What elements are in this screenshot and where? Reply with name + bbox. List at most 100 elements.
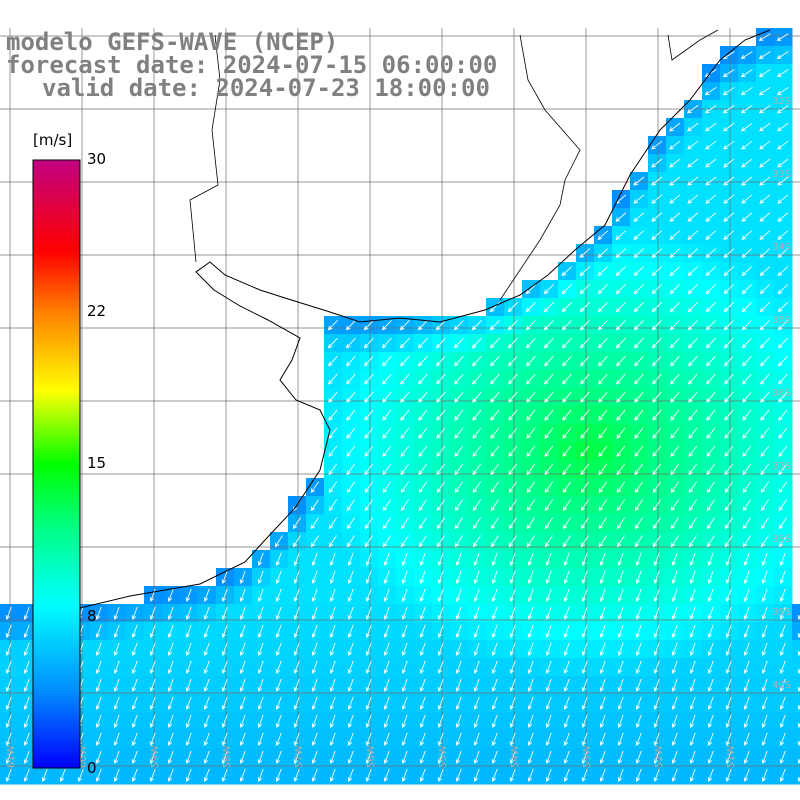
wind-arrow [616, 499, 626, 512]
wind-arrow [581, 606, 588, 620]
wind-arrow [455, 606, 462, 620]
wind-arrow [473, 570, 480, 584]
wind-arrow [149, 750, 156, 764]
wind-arrow [257, 642, 264, 656]
wind-arrow [346, 445, 356, 457]
wind-arrow [778, 481, 788, 494]
wind-arrow [652, 481, 662, 494]
wind-arrow [615, 212, 627, 222]
wind-arrow [581, 660, 588, 674]
wind-arrow [328, 391, 338, 403]
wind-arrow [598, 355, 608, 367]
wind-arrow [651, 248, 663, 259]
wind-arrow [634, 445, 644, 457]
wind-arrow [311, 696, 318, 710]
wind-arrow [274, 535, 283, 548]
wind-arrow [328, 481, 338, 494]
wind-arrow [203, 678, 210, 692]
wind-arrow [418, 391, 428, 403]
wind-arrow [436, 373, 446, 385]
wind-arrow [239, 570, 246, 584]
wind-arrow [759, 248, 771, 259]
wind-arrow [617, 606, 624, 620]
wind-arrow [759, 230, 771, 240]
wind-arrow [507, 337, 518, 349]
wind-arrow [239, 642, 246, 656]
wind-arrow [113, 696, 120, 710]
wind-arrow [545, 624, 552, 638]
wind-arrow [131, 750, 138, 764]
wind-arrow [725, 624, 732, 638]
wind-arrow [581, 696, 588, 710]
wind-arrow [328, 499, 338, 512]
wind-arrow [671, 660, 678, 674]
wind-arrow [329, 750, 336, 764]
wind-arrow [526, 517, 535, 530]
wind-arrow [543, 284, 554, 295]
wind-arrow [185, 624, 192, 638]
wind-arrow [221, 624, 228, 638]
wind-arrow [346, 481, 356, 494]
wind-arrow [113, 660, 120, 674]
wind-arrow [472, 391, 482, 403]
wind-arrow [761, 714, 768, 728]
wind-arrow [293, 750, 300, 764]
wind-arrow [419, 714, 426, 728]
wind-arrow [491, 570, 498, 584]
wind-arrow [113, 606, 120, 620]
wind-arrow [347, 624, 354, 638]
wind-arrow [562, 463, 572, 475]
wind-arrow [239, 750, 246, 764]
wind-arrow [293, 768, 300, 782]
wind-arrow [689, 696, 696, 710]
wind-arrow [651, 194, 663, 204]
map-gridlines [0, 28, 800, 772]
wind-arrow [401, 678, 408, 692]
wind-arrow [167, 606, 174, 620]
wind-arrow [347, 714, 354, 728]
wind-arrow [707, 714, 714, 728]
wind-arrow [41, 768, 48, 782]
wind-arrow [257, 732, 264, 746]
wind-arrow [689, 570, 696, 584]
wind-arrow [23, 714, 30, 728]
wind-arrow [454, 373, 464, 385]
wind-arrow [544, 445, 554, 457]
wind-arrow [544, 535, 553, 548]
wind-arrow [669, 158, 681, 168]
wind-arrow [347, 570, 354, 584]
wind-arrow [545, 768, 552, 782]
wind-arrow [759, 337, 770, 349]
wind-arrow [580, 445, 590, 457]
wind-arrow [328, 427, 338, 439]
wind-arrow [581, 768, 588, 782]
wind-arrow [761, 732, 768, 746]
wind-arrow [509, 552, 516, 566]
wind-arrow [687, 140, 699, 150]
wind-arrow [507, 302, 518, 313]
wind-arrow [598, 481, 608, 494]
lat-label: 34S [772, 242, 791, 253]
wind-arrow [185, 606, 192, 620]
wind-arrow [490, 481, 500, 494]
wind-arrow [562, 391, 572, 403]
wind-arrow [545, 660, 552, 674]
wind-cell [792, 712, 800, 731]
wind-arrow [633, 266, 645, 277]
wind-arrow [652, 409, 662, 421]
wind-arrow [311, 660, 318, 674]
wind-arrow [580, 463, 590, 475]
wind-arrow [724, 445, 734, 457]
wind-arrow [706, 517, 715, 530]
wind-arrow [383, 606, 390, 620]
wind-arrow [383, 588, 390, 602]
wind-arrow [563, 768, 570, 782]
wind-arrow [635, 606, 642, 620]
wind-arrow [437, 570, 444, 584]
wind-arrow [707, 732, 714, 746]
wind-arrow [705, 230, 717, 240]
wind-arrow [562, 481, 572, 494]
wind-arrow [652, 373, 662, 385]
wind-arrow [779, 714, 786, 728]
wind-arrow [544, 409, 554, 421]
